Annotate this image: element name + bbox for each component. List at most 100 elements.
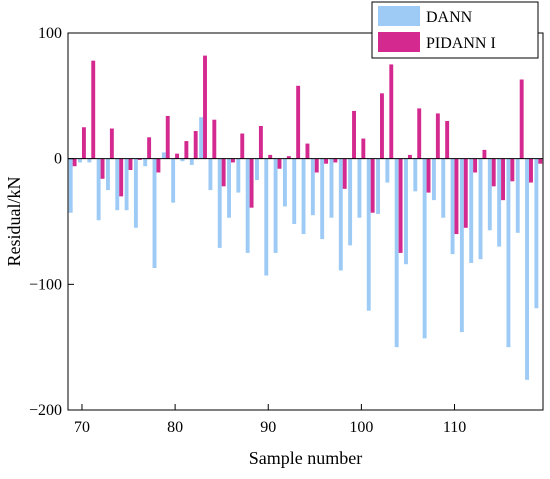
bar-pidann-107 [426,158,431,193]
bar-pidann-94 [305,143,310,159]
bar-pidann-75 [128,158,133,170]
bar-dann-75 [124,158,129,211]
bar-dann-80 [171,158,176,203]
legend-swatch-dann [378,6,420,26]
bar-dann-102 [376,158,381,214]
bar-pidann-108 [435,113,440,159]
bar-pidann-76 [137,158,142,160]
bar-pidann-83 [203,55,207,159]
bar-dann-92 [282,158,287,207]
legend: DANN PIDANN I [371,1,539,59]
bar-pidann-117 [519,79,524,159]
bar-pidann-111 [463,158,468,228]
bar-pidann-77 [147,137,152,159]
bar-dann-104 [394,158,399,348]
bar-dann-110 [450,158,455,255]
legend-label-pidann: PIDANN I [426,35,496,52]
bar-dann-117 [515,158,520,233]
bar-pidann-73 [109,128,114,159]
bar-dann-103 [385,158,390,183]
bar-dann-115 [497,158,502,247]
bar-pidann-86 [230,158,235,163]
x-tick-label: 100 [349,419,373,436]
bar-dann-82 [189,158,194,165]
bar-pidann-84 [212,119,217,159]
bar-pidann-81 [184,141,189,159]
bar-pidann-87 [240,133,245,159]
bar-dann-90 [264,158,269,276]
bar-pidann-70 [81,127,86,159]
bar-dann-70 [78,158,82,163]
bar-dann-94 [301,158,306,235]
bar-dann-116 [506,158,511,348]
bar-pidann-71 [91,60,96,159]
bar-pidann-114 [491,158,496,187]
bar-pidann-99 [352,110,356,159]
ticks-layer: 70 80 90 100 110 −200 −100 0 100 [29,25,466,436]
legend-label-dann: DANN [426,9,473,26]
bar-dann-91 [273,158,278,253]
bar-dann-111 [459,158,464,333]
bar-dann-98 [338,158,343,271]
bar-pidann-116 [510,158,515,182]
bar-pidann-91 [277,158,282,169]
bar-dann-83 [199,117,204,159]
legend-swatch-pidann [378,32,420,52]
bar-pidann-115 [501,158,505,201]
bar-dann-81 [180,158,185,162]
bar-pidann-69 [72,158,77,167]
bar-dann-89 [255,158,259,181]
bar-pidann-102 [380,93,384,159]
bar-dann-74 [115,158,120,211]
bar-pidann-93 [296,85,301,159]
bar-dann-76 [133,158,138,228]
y-axis-title: Residual/kN [4,177,24,267]
bar-pidann-101 [370,158,375,213]
bar-pidann-113 [482,149,487,159]
bar-dann-99 [348,158,353,246]
y-tick-label: 100 [38,25,62,42]
x-tick-label: 110 [443,419,466,436]
bar-dann-105 [404,158,408,265]
bar-pidann-104 [398,158,403,253]
x-tick-label: 70 [74,419,90,436]
bar-pidann-118 [529,158,533,183]
bar-pidann-100 [361,138,366,159]
x-tick-label: 80 [167,419,183,436]
bar-pidann-98 [342,158,347,189]
bar-pidann-90 [268,154,273,159]
bar-pidann-96 [324,158,329,164]
bar-pidann-105 [407,154,412,159]
bar-pidann-112 [473,158,478,173]
bar-dann-97 [329,158,334,218]
bar-dann-114 [487,158,492,231]
bar-pidann-119 [538,158,543,164]
bar-dann-73 [106,158,110,191]
bar-dann-84 [208,158,213,191]
bar-pidann-78 [156,158,161,173]
bar-dann-78 [152,158,157,268]
bar-pidann-72 [100,158,105,179]
bar-dann-108 [431,158,436,201]
bar-dann-79 [161,152,166,159]
bar-dann-100 [357,158,362,218]
bar-dann-101 [366,158,371,311]
bar-pidann-92 [286,156,291,159]
bar-pidann-80 [175,153,180,159]
bar-pidann-88 [249,158,254,208]
bar-dann-96 [320,158,325,240]
bar-pidann-109 [445,120,450,159]
bar-dann-107 [422,158,427,339]
bar-dann-87 [236,158,241,193]
bar-pidann-103 [389,64,394,159]
plot-frame [67,32,544,411]
bar-pidann-110 [454,158,459,235]
bar-dann-72 [96,158,101,221]
bar-pidann-97 [333,158,338,163]
y-tick-label: 0 [54,151,62,168]
x-tick-label: 90 [260,419,276,436]
bar-pidann-89 [258,125,263,159]
bars-layer [68,55,543,380]
